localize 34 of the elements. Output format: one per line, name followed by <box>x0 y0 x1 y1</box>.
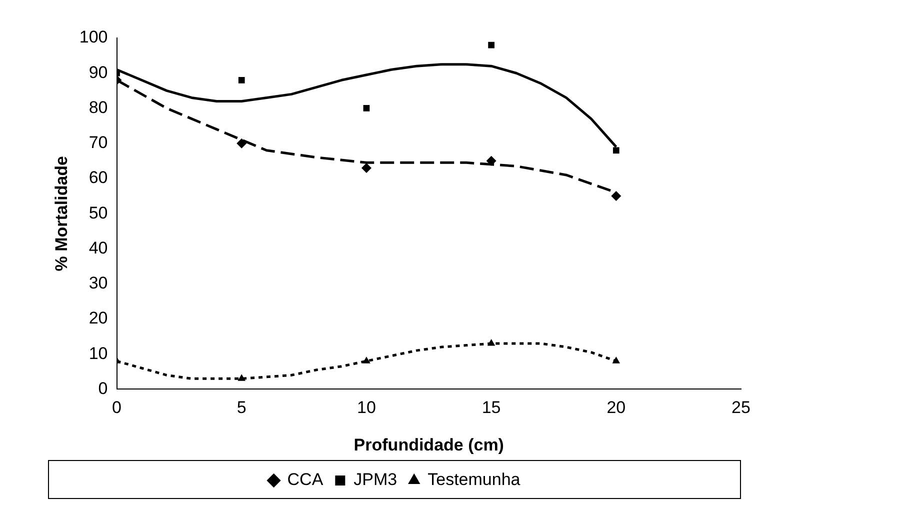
point <box>611 191 622 202</box>
legend-label: JPM3 <box>354 470 398 490</box>
y-tick-label: 0 <box>98 378 108 398</box>
point <box>486 156 496 166</box>
y-tick-label: 10 <box>88 344 108 363</box>
x-tick-label: 5 <box>236 398 246 418</box>
y-tick-label: 60 <box>88 168 108 188</box>
y-tick-label: 30 <box>88 274 108 293</box>
point <box>238 76 245 84</box>
y-tick-label: 40 <box>88 238 108 258</box>
point <box>362 356 370 364</box>
legend-label: Testemunha <box>428 470 521 490</box>
point <box>612 356 620 364</box>
x-tick-label: 20 <box>606 398 626 418</box>
y-axis-title: % Mortalidade <box>52 156 71 272</box>
y-tick-label: 80 <box>88 98 108 117</box>
y-tick-label: 50 <box>88 203 108 222</box>
y-tick-label: 90 <box>88 62 108 82</box>
x-tick-label: 10 <box>356 398 376 418</box>
point <box>487 339 496 346</box>
x-tick-label: 15 <box>482 398 501 418</box>
point <box>361 162 372 173</box>
x-axis-title: Profundidade (cm) <box>354 435 504 454</box>
x-tick-label: 25 <box>732 398 750 418</box>
point <box>236 138 247 148</box>
point <box>612 147 620 154</box>
point <box>238 374 246 381</box>
point <box>488 42 494 48</box>
legend-label: CCA <box>287 470 324 490</box>
x-tick-label: 0 <box>112 398 122 418</box>
y-tick-label: 70 <box>88 133 108 152</box>
point <box>363 105 370 112</box>
y-tick-label: 100 <box>79 28 108 47</box>
y-tick-label: 20 <box>88 308 108 328</box>
